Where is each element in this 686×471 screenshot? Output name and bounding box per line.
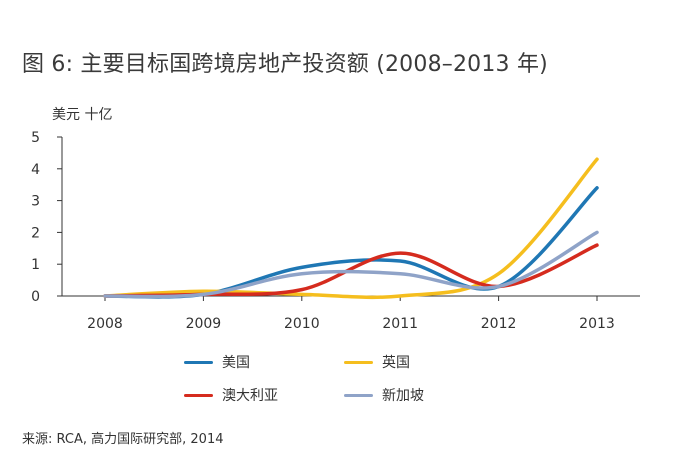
y-tick-label-4: 4 (31, 162, 40, 178)
legend-swatch-singapore (344, 393, 373, 397)
legend-label-uk: 英国 (382, 355, 410, 371)
x-tick-label-2008: 2008 (87, 316, 123, 332)
y-tick-label-1: 1 (31, 257, 40, 273)
source-note: 来源: RCA, 高力国际研究部, 2014 (22, 432, 224, 447)
series-lines (103, 157, 599, 300)
y-axis-ticks: 0 1 2 3 4 5 (31, 130, 62, 305)
chart-title: 图 6: 主要目标国跨境房地产投资额 (2008–2013 年) (22, 52, 548, 77)
x-axis-ticks: 2008 2009 2010 2011 2012 2013 (87, 296, 615, 332)
series-line-uk (103, 157, 599, 300)
legend-swatch-us (184, 360, 213, 364)
legend-swatch-australia (184, 393, 213, 397)
legend-label-singapore: 新加坡 (382, 388, 424, 404)
legend-item-australia: 澳大利亚 (184, 385, 278, 405)
legend-label-us: 美国 (222, 355, 250, 371)
y-tick-label-5: 5 (31, 130, 40, 146)
y-tick-label-2: 2 (31, 225, 40, 241)
x-tick-label-2012: 2012 (481, 316, 517, 332)
series-line-singapore (103, 230, 599, 299)
x-tick-label-2013: 2013 (579, 316, 615, 332)
y-axis-unit-label: 美元 十亿 (52, 107, 113, 123)
legend-item-uk: 英国 (344, 352, 410, 372)
y-tick-label-0: 0 (31, 289, 40, 305)
legend-swatch-uk (344, 360, 373, 364)
x-tick-label-2009: 2009 (186, 316, 222, 332)
x-tick-label-2011: 2011 (382, 316, 418, 332)
legend-item-singapore: 新加坡 (344, 385, 424, 405)
y-tick-label-3: 3 (31, 194, 40, 210)
x-tick-label-2010: 2010 (284, 316, 320, 332)
legend-item-us: 美国 (184, 352, 250, 372)
legend-label-australia: 澳大利亚 (222, 388, 278, 404)
legend: 美国 英国 澳大利亚 新加坡 (184, 352, 514, 412)
